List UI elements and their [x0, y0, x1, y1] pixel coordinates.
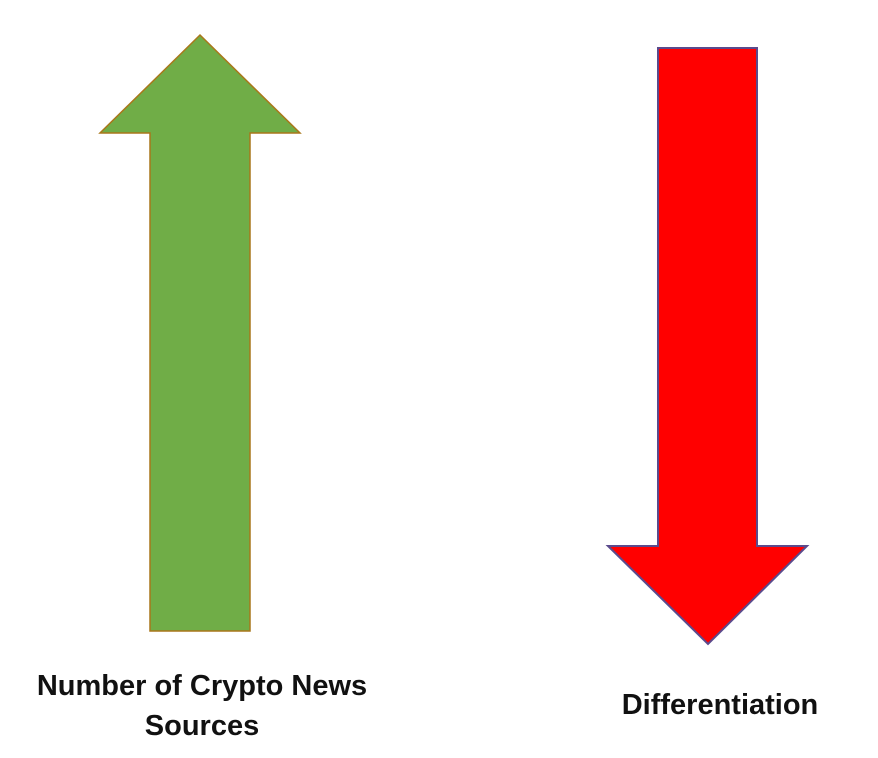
up-arrow-label: Number of Crypto News Sources — [0, 666, 404, 746]
down-arrow-label: Differentiation — [621, 689, 819, 721]
up-arrow-label-line1: Number of Crypto News — [36, 670, 368, 702]
down-arrow-icon — [605, 47, 810, 646]
up-arrow-label-line2: Sources — [144, 710, 260, 742]
up-arrow-icon — [98, 33, 302, 632]
